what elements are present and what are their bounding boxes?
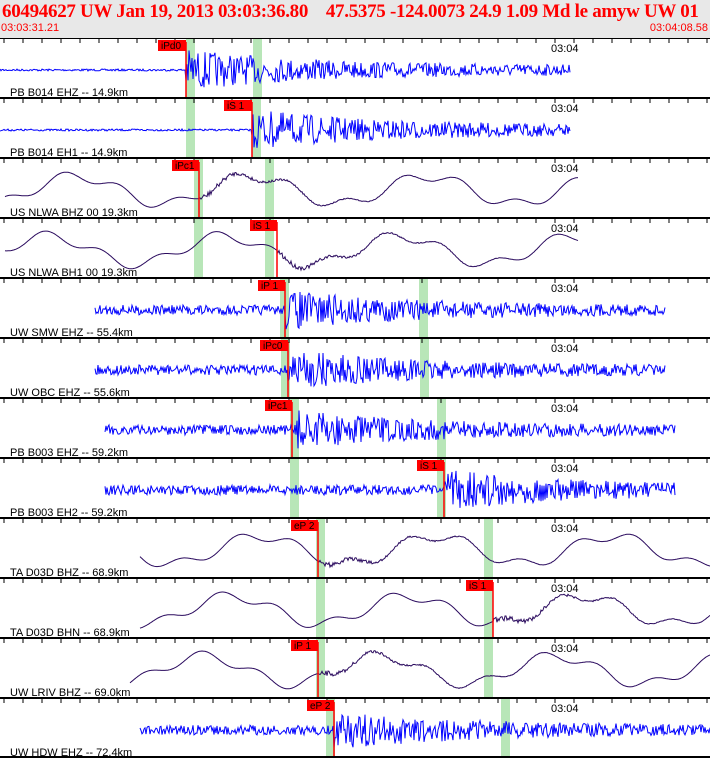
pick-label: iS 1 [227,101,245,112]
trace-label: UW HDW EHZ -- 72.4km [10,747,132,758]
trace-label: PB B014 EHZ -- 14.9km [10,87,128,99]
s-window [484,639,493,698]
pick-flag[interactable] [466,580,493,591]
waveform [104,470,676,508]
time-label: 03:04 [551,703,579,715]
trace-label: PB B014 EH1 -- 14.9km [10,147,127,159]
time-label: 03:04 [551,343,579,355]
waveform [129,649,710,690]
trace-row[interactable]: iP 1 03:04 UW SMW EHZ -- 55.4km [0,277,710,339]
trace-label: US NLWA BHZ 00 19.3km [10,207,138,219]
trace-row[interactable]: iPc1 03:04 PB B003 EHZ -- 59.2km [0,397,710,459]
trace-row[interactable]: iPc1 03:04 US NLWA BHZ 00 19.3km [0,157,710,219]
end-time: 03:04:08.58 [649,22,708,34]
time-label: 03:04 [551,223,579,235]
p-window [316,579,325,638]
s-window [265,159,274,218]
trace-label: TA D03D BHZ -- 68.9km [10,567,128,579]
pick-label: iPd0 [161,41,181,52]
s-window [484,519,493,578]
trace-label: UW OBC EHZ -- 55.6km [10,387,130,399]
trace-row[interactable]: iS 1 03:04 TA D03D BHN -- 68.9km [0,577,710,639]
time-label: 03:04 [551,283,579,295]
pick-label: eP 2 [310,701,331,712]
pick-flag[interactable] [307,700,334,711]
waveform [94,291,666,330]
s-window [437,459,446,518]
trace-row[interactable]: iPd0 03:04 PB B014 EHZ -- 14.9km [0,38,710,99]
trace-label: UW SMW EHZ -- 55.4km [10,327,133,339]
seismogram-panel[interactable]: iPd0 03:04 PB B014 EHZ -- 14.9km iS 1 03:04 P… [0,38,710,758]
trace-row[interactable]: eP 2 03:04 UW HDW EHZ -- 72.4km [0,697,710,758]
pick-flag[interactable] [172,160,199,171]
time-label: 03:04 [551,103,579,115]
waveform [139,591,710,629]
p-window [316,639,325,698]
pick-label: iS 1 [253,221,271,232]
event-title: 60494627 UW Jan 19, 2013 03:03:36.80 47.… [2,1,710,22]
waveform [4,171,579,208]
waveform [0,111,571,148]
time-label: 03:04 [551,163,579,175]
pick-label: eP 2 [294,521,315,532]
pick-label: iPc1 [268,401,288,412]
trace-row[interactable]: iP 1 03:04 UW LRIV BHZ -- 69.0km [0,637,710,699]
pick-flag[interactable] [224,100,252,111]
pick-flag[interactable] [417,460,444,471]
s-window [265,219,274,278]
trace-row[interactable]: iPc0 03:04 UW OBC EHZ -- 55.6km [0,337,710,399]
waveform [0,50,571,88]
p-window [290,459,299,518]
trace-label: PB B003 EH2 -- 59.2km [10,507,127,519]
pick-label: iP 1 [294,641,311,652]
p-window [194,219,203,278]
p-window [326,699,335,758]
pick-label: iP 1 [261,281,278,292]
pick-flag[interactable] [258,280,285,291]
pick-label: iS 1 [469,581,487,592]
p-window [316,519,325,578]
time-label: 03:04 [551,403,579,415]
s-window [252,99,261,158]
trace-row[interactable]: iS 1 03:04 US NLWA BH1 00 19.3km [0,217,710,279]
pick-flag[interactable] [250,220,277,231]
pick-flag[interactable] [291,520,318,531]
pick-flag[interactable] [291,640,318,651]
trace-row[interactable]: eP 2 03:04 TA D03D BHZ -- 68.9km [0,517,710,579]
trace-row[interactable]: iS 1 03:04 PB B014 EH1 -- 14.9km [0,97,710,159]
waveform [104,410,676,449]
waveform [4,230,579,272]
trace-label: US NLWA BH1 00 19.3km [10,267,137,279]
time-label: 03:04 [551,643,579,655]
pick-flag[interactable] [260,340,288,351]
pick-flag[interactable] [158,40,186,51]
event-header: 60494627 UW Jan 19, 2013 03:03:36.80 47.… [0,0,710,38]
time-label: 03:04 [551,583,579,595]
trace-row[interactable]: iS 1 03:04 PB B003 EH2 -- 59.2km [0,457,710,519]
p-window [186,99,195,158]
time-label: 03:04 [551,523,579,535]
pick-label: iS 1 [420,461,438,472]
trace-label: TA D03D BHN -- 68.9km [10,627,130,639]
time-label: 03:04 [551,43,579,55]
waveform [139,533,710,569]
s-window [437,399,446,458]
s-window [484,579,493,638]
pick-label: iPc0 [263,341,283,352]
time-label: 03:04 [551,463,579,475]
trace-label: PB B003 EHZ -- 59.2km [10,447,128,459]
start-time: 03:03:31.21 [1,22,60,34]
waveform [94,352,666,388]
pick-label: iPc1 [175,161,195,172]
trace-label: UW LRIV BHZ -- 69.0km [10,687,130,699]
pick-flag[interactable] [265,400,292,411]
waveform [139,713,710,749]
